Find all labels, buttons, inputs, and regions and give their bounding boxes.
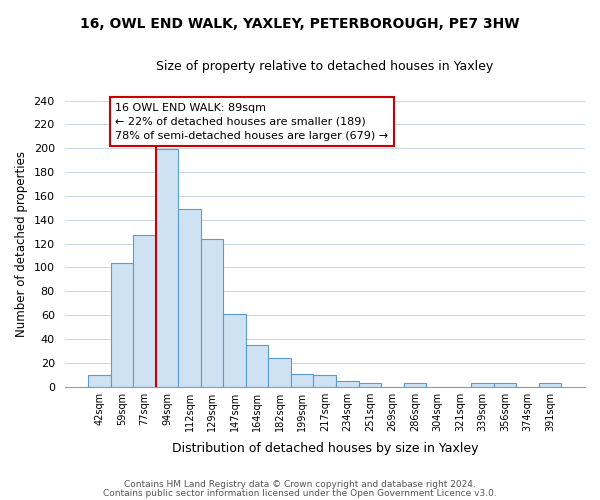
Text: 16 OWL END WALK: 89sqm
← 22% of detached houses are smaller (189)
78% of semi-de: 16 OWL END WALK: 89sqm ← 22% of detached…	[115, 103, 388, 141]
Y-axis label: Number of detached properties: Number of detached properties	[15, 150, 28, 336]
Bar	[88, 374, 111, 386]
Text: 16, OWL END WALK, YAXLEY, PETERBOROUGH, PE7 3HW: 16, OWL END WALK, YAXLEY, PETERBOROUGH, …	[80, 18, 520, 32]
Bar	[156, 150, 178, 386]
Bar	[133, 236, 156, 386]
Bar	[494, 383, 516, 386]
Text: Contains HM Land Registry data © Crown copyright and database right 2024.: Contains HM Land Registry data © Crown c…	[124, 480, 476, 489]
Bar	[359, 383, 381, 386]
Bar	[268, 358, 291, 386]
Bar	[201, 239, 223, 386]
Bar	[246, 345, 268, 387]
Title: Size of property relative to detached houses in Yaxley: Size of property relative to detached ho…	[156, 60, 493, 73]
Bar	[471, 383, 494, 386]
Bar	[404, 383, 426, 386]
Bar	[539, 383, 562, 386]
Bar	[111, 262, 133, 386]
Text: Contains public sector information licensed under the Open Government Licence v3: Contains public sector information licen…	[103, 488, 497, 498]
Bar	[336, 380, 359, 386]
Bar	[223, 314, 246, 386]
X-axis label: Distribution of detached houses by size in Yaxley: Distribution of detached houses by size …	[172, 442, 478, 455]
Bar	[291, 374, 313, 386]
Bar	[178, 209, 201, 386]
Bar	[313, 374, 336, 386]
